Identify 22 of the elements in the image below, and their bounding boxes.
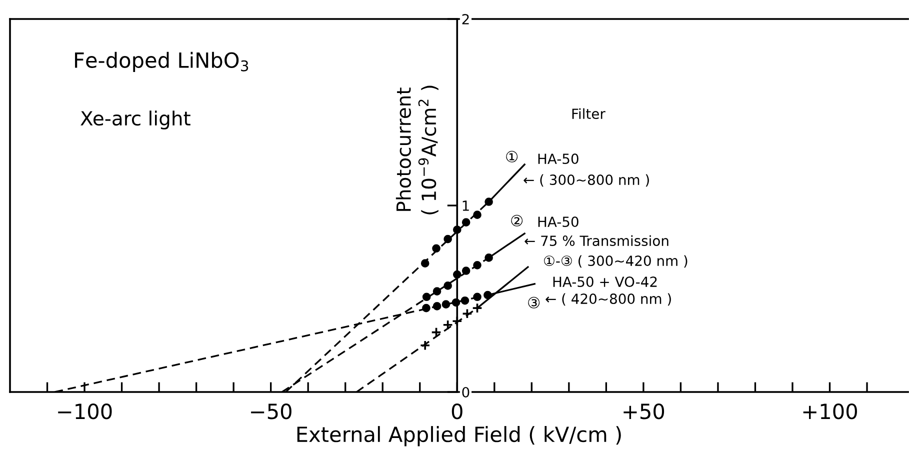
annotation: Fe-doped LiNbO$_{3}$ xyxy=(75,52,248,72)
x-tick-label: −50 xyxy=(251,403,292,420)
y-tick-label: 2 xyxy=(462,14,469,24)
annotation: ② xyxy=(511,214,523,226)
annotation: ① xyxy=(506,150,518,162)
y-tick-label: 0 xyxy=(462,386,470,398)
annotation: HA-50 + VO-42 xyxy=(553,276,657,288)
x-axis-title: External Applied Field ( kV/cm ) xyxy=(297,426,621,446)
y-axis-title: Photocurrent ( 10$^{−9}$A/cm$^{2}$ ) xyxy=(396,86,438,214)
annotation: HA-50 xyxy=(538,154,578,164)
annotation: ← 75 % Transmission xyxy=(524,235,668,246)
annotation: Filter xyxy=(572,108,606,120)
x-tick-label: +100 xyxy=(803,403,857,420)
y-tick-label: 1 xyxy=(462,200,469,211)
annotation: Xe-arc light xyxy=(80,110,190,130)
annotation: ← ( 300~800 nm ) xyxy=(524,174,649,187)
annotation: ①-③ ( 300~420 nm ) xyxy=(544,255,688,268)
annotation: ← ( 420~800 nm ) xyxy=(546,293,671,306)
annotation: HA-50 xyxy=(538,216,578,228)
x-tick-label: −100 xyxy=(58,403,112,420)
annotation: ③ xyxy=(528,296,540,308)
x-tick-label: +50 xyxy=(624,403,664,420)
